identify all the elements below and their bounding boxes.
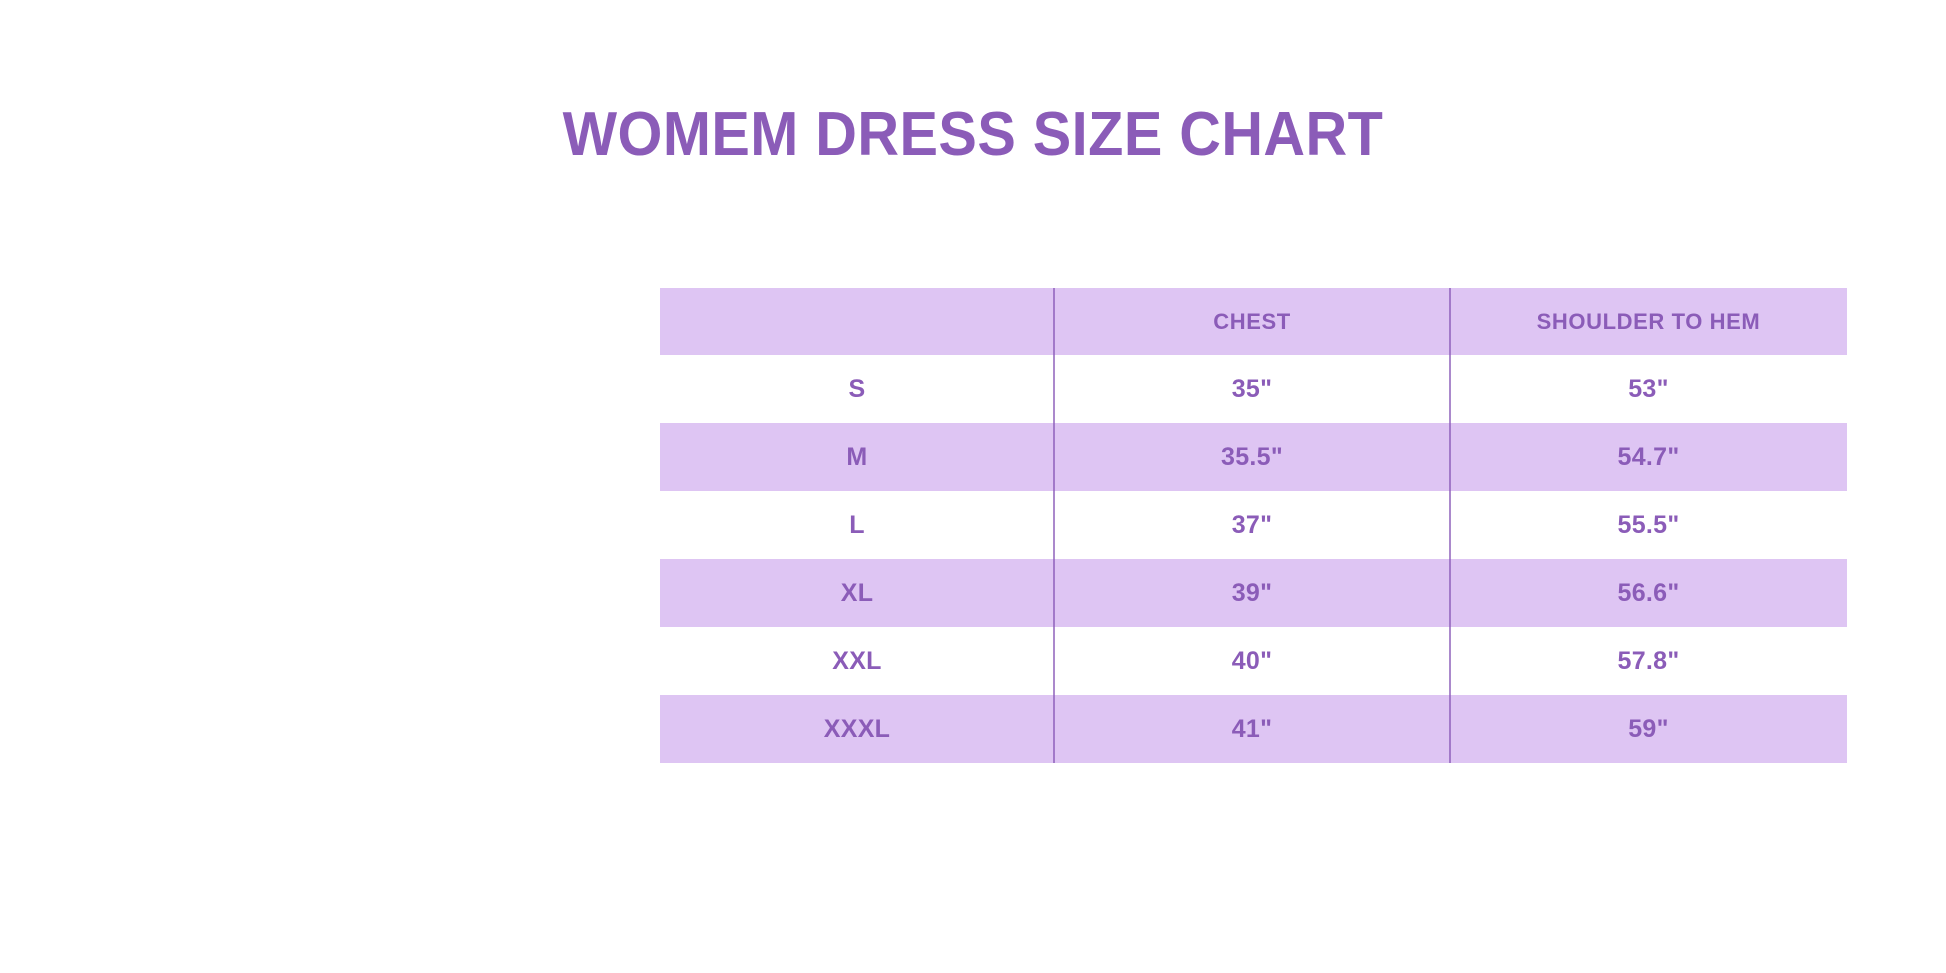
size-chart-table-container: CHEST SHOULDER TO HEM S 35" 53" M 35.5" …: [660, 288, 1847, 763]
cell-shoulder-to-hem: 53": [1450, 355, 1847, 423]
cell-size: S: [660, 355, 1054, 423]
cell-shoulder-to-hem: 57.8": [1450, 627, 1847, 695]
table-row: M 35.5" 54.7": [660, 423, 1847, 491]
cell-size: XL: [660, 559, 1054, 627]
cell-chest: 37": [1054, 491, 1450, 559]
cell-chest: 41": [1054, 695, 1450, 763]
table-header: CHEST SHOULDER TO HEM: [660, 288, 1847, 355]
table-row: XXL 40" 57.8": [660, 627, 1847, 695]
table-row: XL 39" 56.6": [660, 559, 1847, 627]
cell-shoulder-to-hem: 54.7": [1450, 423, 1847, 491]
cell-chest: 35.5": [1054, 423, 1450, 491]
table-header-row: CHEST SHOULDER TO HEM: [660, 288, 1847, 355]
table-row: S 35" 53": [660, 355, 1847, 423]
cell-shoulder-to-hem: 56.6": [1450, 559, 1847, 627]
table-row: XXXL 41" 59": [660, 695, 1847, 763]
cell-size: XXXL: [660, 695, 1054, 763]
table-body: S 35" 53" M 35.5" 54.7" L 37" 55.5" XL 3…: [660, 355, 1847, 763]
cell-shoulder-to-hem: 55.5": [1450, 491, 1847, 559]
column-header-chest: CHEST: [1054, 288, 1450, 355]
page-title: WOMEM DRESS SIZE CHART: [562, 99, 1384, 169]
cell-chest: 40": [1054, 627, 1450, 695]
size-chart-table: CHEST SHOULDER TO HEM S 35" 53" M 35.5" …: [660, 288, 1847, 763]
column-header-size: [660, 288, 1054, 355]
cell-shoulder-to-hem: 59": [1450, 695, 1847, 763]
cell-size: L: [660, 491, 1054, 559]
cell-chest: 35": [1054, 355, 1450, 423]
cell-size: XXL: [660, 627, 1054, 695]
column-header-shoulder-to-hem: SHOULDER TO HEM: [1450, 288, 1847, 355]
cell-chest: 39": [1054, 559, 1450, 627]
cell-size: M: [660, 423, 1054, 491]
table-row: L 37" 55.5": [660, 491, 1847, 559]
